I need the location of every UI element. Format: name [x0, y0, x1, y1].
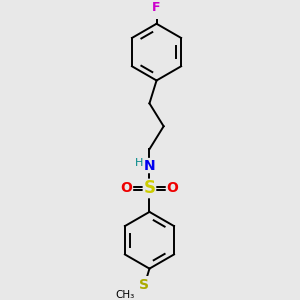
Text: CH₃: CH₃	[115, 290, 134, 300]
Text: O: O	[121, 182, 133, 196]
Text: F: F	[152, 1, 161, 14]
Text: S: S	[139, 278, 149, 292]
Text: N: N	[144, 159, 155, 172]
Text: S: S	[143, 179, 155, 197]
Text: H: H	[135, 158, 143, 168]
Text: O: O	[167, 182, 178, 196]
